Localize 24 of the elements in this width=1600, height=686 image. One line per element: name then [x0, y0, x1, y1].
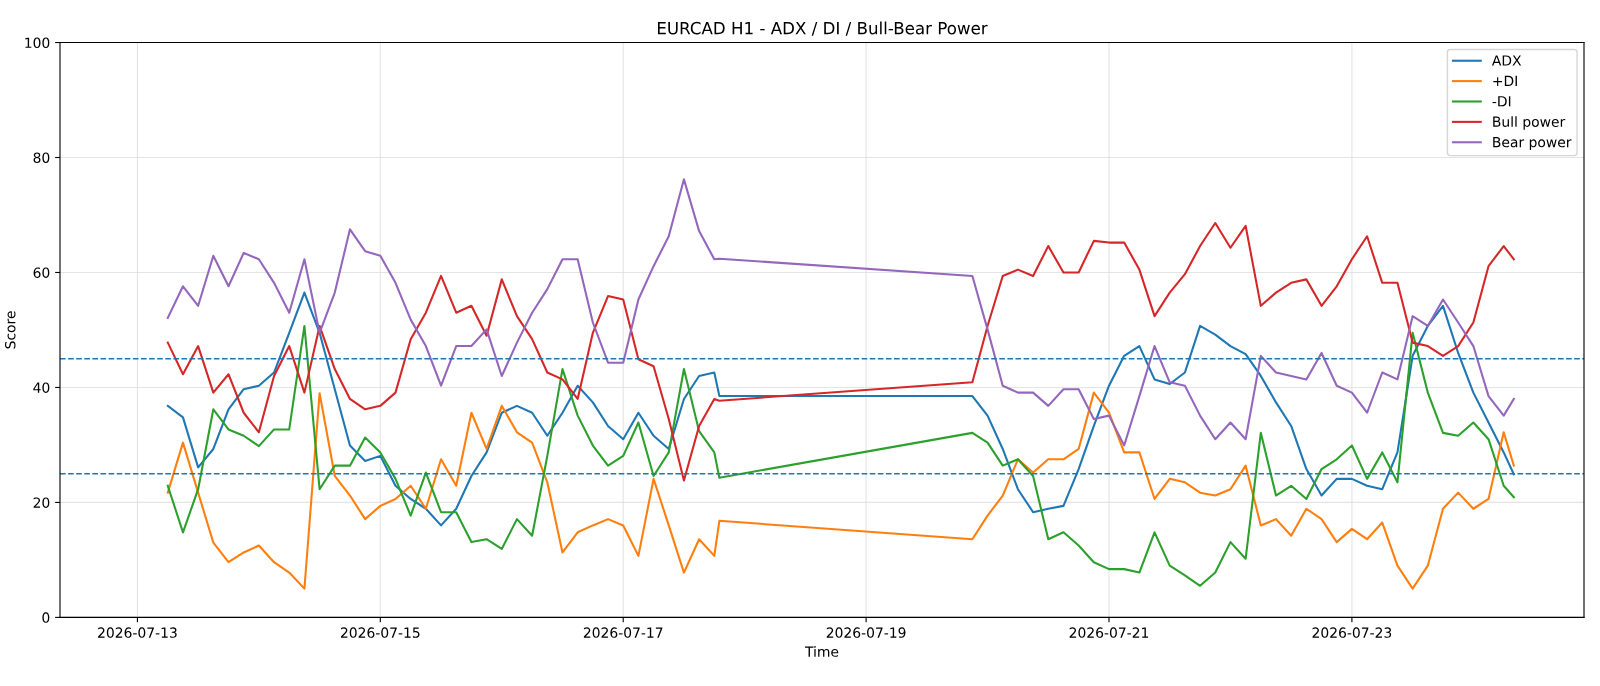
x-tick-label: 2026-07-19 [826, 627, 906, 638]
line-series [166, 222, 1515, 482]
y-tick-label: 80 [33, 152, 50, 163]
y-tick-label: 60 [33, 267, 50, 278]
x-tick-label: 2026-07-23 [1312, 627, 1392, 638]
legend-label: +DI [1493, 75, 1517, 86]
x-axis-title: Time [804, 646, 839, 657]
x-tick-label: 2026-07-15 [340, 627, 420, 638]
line-series [166, 324, 1515, 587]
y-tick-label: 0 [42, 612, 50, 623]
x-tick-label: 2026-07-21 [1069, 627, 1149, 638]
y-tick-label: 100 [25, 37, 50, 49]
y-axis-title: Score [5, 311, 16, 349]
legend-label: Bull power [1493, 116, 1566, 130]
chart-title: EURCAD H1 - ADX / DI / Bull-Bear Power [657, 21, 988, 36]
legend-label: -DI [1492, 96, 1511, 107]
legend-label: ADX [1491, 55, 1522, 66]
line-series [166, 391, 1515, 590]
y-tick-label: 20 [33, 497, 50, 508]
legend-label: Bear power [1493, 137, 1572, 151]
y-tick-label: 40 [33, 382, 50, 393]
line-series [166, 178, 1515, 447]
x-tick-label: 2026-07-13 [98, 627, 177, 638]
x-tick-label: 2026-07-17 [583, 627, 663, 638]
